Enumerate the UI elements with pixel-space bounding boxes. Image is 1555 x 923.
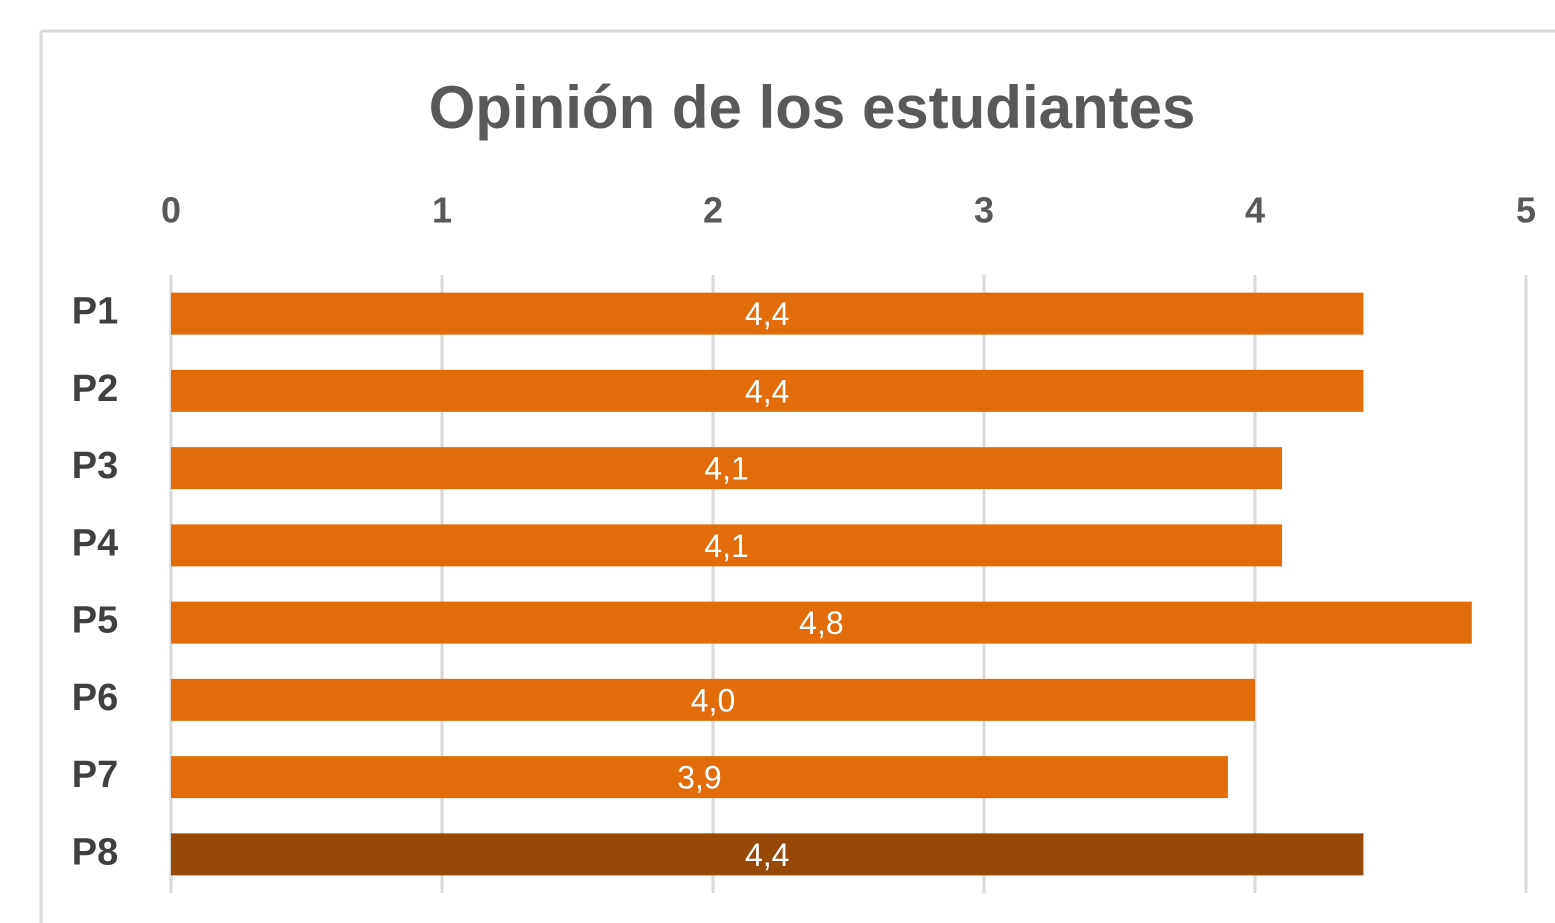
bar bbox=[171, 833, 1364, 876]
bar bbox=[171, 756, 1228, 799]
y-tick-label: P7 bbox=[72, 754, 118, 796]
bar bbox=[171, 678, 1255, 721]
bar bbox=[171, 601, 1472, 644]
y-tick-label: P3 bbox=[72, 445, 118, 487]
y-tick-label: P1 bbox=[72, 291, 118, 333]
x-tick-label: 4 bbox=[1245, 190, 1265, 231]
data-label: 4,0 bbox=[691, 682, 735, 718]
data-label: 4,4 bbox=[745, 837, 789, 873]
data-label: 4,4 bbox=[745, 296, 789, 332]
x-tick-label: 1 bbox=[432, 190, 452, 231]
data-label: 4,4 bbox=[745, 373, 789, 409]
data-label: 4,1 bbox=[704, 451, 748, 487]
y-tick-label: P8 bbox=[72, 831, 118, 873]
y-tick-label: P2 bbox=[72, 368, 118, 410]
bar bbox=[171, 524, 1283, 567]
chart-title: Opinión de los estudiantes bbox=[429, 74, 1196, 141]
y-tick-label: P5 bbox=[72, 600, 118, 642]
bar bbox=[171, 447, 1283, 490]
bar bbox=[171, 292, 1364, 335]
x-tick-label: 0 bbox=[161, 190, 181, 231]
data-label: 4,8 bbox=[799, 605, 843, 641]
data-label: 4,1 bbox=[704, 528, 748, 564]
bar bbox=[171, 369, 1364, 412]
x-tick-label: 3 bbox=[974, 190, 994, 231]
x-tick-label: 5 bbox=[1516, 190, 1536, 231]
data-label: 3,9 bbox=[677, 760, 721, 796]
y-tick-label: P6 bbox=[72, 677, 118, 719]
y-tick-label: P4 bbox=[72, 522, 118, 564]
x-tick-label: 2 bbox=[703, 190, 723, 231]
